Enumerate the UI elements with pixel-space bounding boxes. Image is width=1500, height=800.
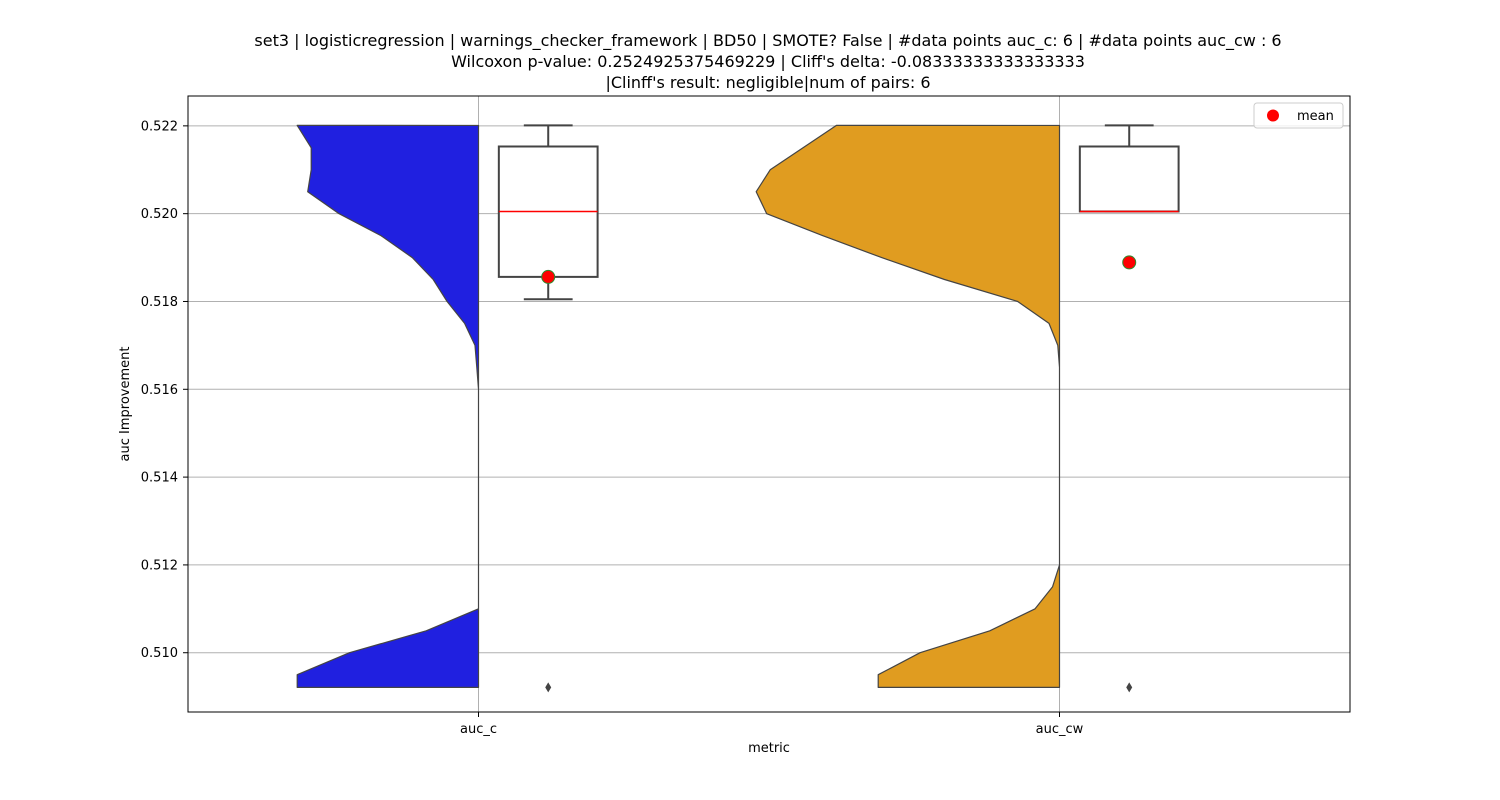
y-tick-label: 0.510 [141,646,178,661]
y-tick-label: 0.514 [141,471,178,486]
y-tick-label: 0.522 [141,119,178,134]
legend-label-mean: mean [1297,109,1334,124]
x-axis-label: metric [748,741,790,756]
violins [296,124,1061,688]
box-plots [497,124,1180,301]
violin-auc_cw [755,124,1061,688]
y-tick-label: 0.516 [141,383,178,398]
chart-title-line-3: |Clinff's result: negligible|num of pair… [605,73,930,92]
y-tick-label: 0.518 [141,295,178,310]
outlier-marker-auc_cw [1126,682,1133,693]
y-tick-label: 0.520 [141,207,178,222]
legend: mean [1253,102,1344,129]
mean-marker-auc_cw [1122,255,1137,270]
mean-and-outlier-markers [541,255,1137,693]
chart-title-line-1: set3 | logisticregression | warnings_che… [254,31,1281,51]
chart-title: set3 | logisticregression | warnings_che… [254,31,1281,92]
legend-mean-marker [1267,109,1279,122]
x-tick-label-auc_cw: auc_cw [1036,722,1084,737]
x-axis-ticks: auc_c auc_cw [460,712,1084,737]
y-axis-label: auc Improvement [118,347,133,462]
box-auc_cw [1078,145,1180,213]
legend-frame [1253,102,1344,129]
chart-title-line-2: Wilcoxon p-value: 0.2524925375469229 | C… [451,52,1085,71]
mean-marker-auc_c [541,269,556,284]
outlier-marker-auc_c [545,682,552,693]
violin-auc_c [296,124,480,688]
y-tick-label: 0.512 [141,558,178,573]
y-axis-ticks: 0.510 0.512 0.514 0.516 0.518 0.520 0.522 [141,119,188,661]
plot-area-frame [187,95,1351,713]
x-tick-label-auc_c: auc_c [460,722,497,737]
